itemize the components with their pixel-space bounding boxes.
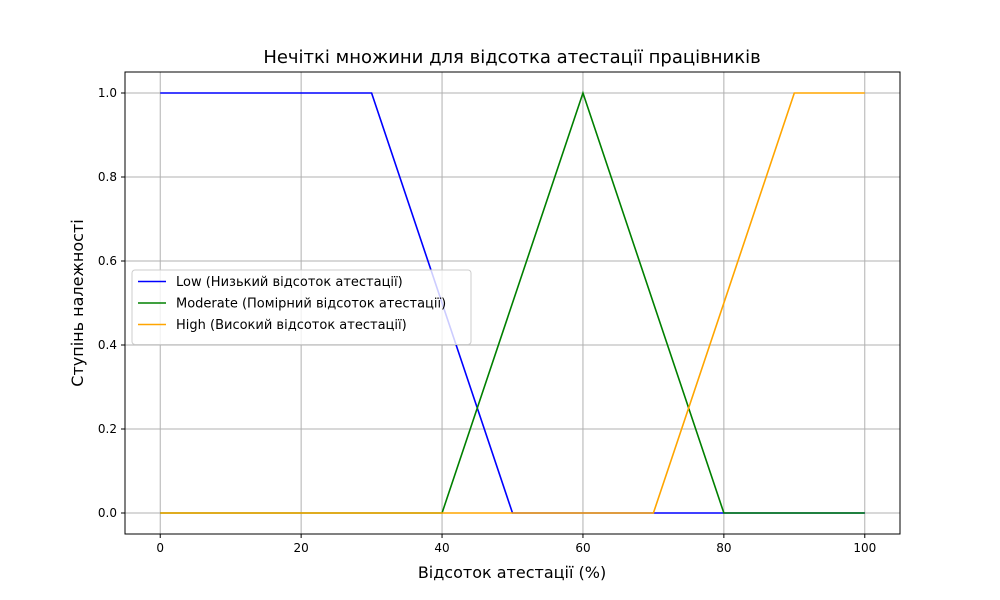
y-axis-label: Ступінь належності [68,219,87,386]
x-tick-label: 60 [575,541,590,555]
series-line-2 [160,92,865,514]
x-tick-label: 0 [156,541,164,555]
chart-title: Нечіткі множини для відсотка атестації п… [263,47,760,68]
x-tick-label: 80 [716,541,731,555]
x-axis-label: Відсоток атестації (%) [418,563,606,582]
y-tick-label: 0.2 [98,422,117,436]
y-tick-label: 0.8 [98,170,117,184]
legend-label: Low (Низький відсоток атестації) [176,275,403,290]
legend-label: High (Високий відсоток атестації) [176,318,407,333]
x-tick-label: 40 [434,541,449,555]
y-tick-label: 1.0 [98,86,117,100]
legend-label: Moderate (Помірний відсоток атестації) [176,297,446,312]
x-tick-label: 100 [853,541,876,555]
legend: Low (Низький відсоток атестації) Moderate… [131,269,472,345]
y-tick-label: 0.6 [98,254,117,268]
axis-ticks: 0 20 40 60 80 100 0.0 0.2 0.4 0.6 0.8 1.0 [98,86,876,555]
legend-box [131,269,472,345]
y-tick-label: 0.4 [98,338,117,352]
y-tick-label: 0.0 [98,506,117,520]
plot-frame [124,71,901,535]
x-tick-label: 20 [293,541,308,555]
